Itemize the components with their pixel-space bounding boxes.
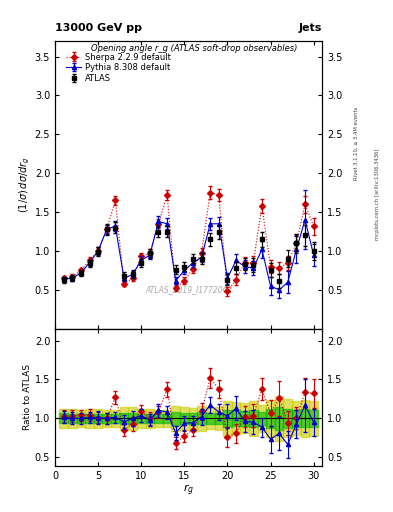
- Text: ATLAS_2019_I1772062: ATLAS_2019_I1772062: [145, 285, 232, 294]
- Text: 13000 GeV pp: 13000 GeV pp: [55, 23, 142, 33]
- Legend: Sherpa 2.2.9 default, Pythia 8.308 default, ATLAS: Sherpa 2.2.9 default, Pythia 8.308 defau…: [64, 51, 172, 84]
- Text: Rivet 3.1.10, ≥ 3.4M events: Rivet 3.1.10, ≥ 3.4M events: [354, 106, 359, 180]
- X-axis label: $r_g$: $r_g$: [183, 482, 194, 498]
- Y-axis label: Ratio to ATLAS: Ratio to ATLAS: [23, 365, 32, 431]
- Text: Jets: Jets: [299, 23, 322, 33]
- Y-axis label: $(1/\sigma)\,d\sigma/dr_g$: $(1/\sigma)\,d\sigma/dr_g$: [17, 157, 32, 214]
- Text: mcplots.cern.ch [arXiv:1306.3436]: mcplots.cern.ch [arXiv:1306.3436]: [375, 149, 380, 240]
- Text: Opening angle r_g (ATLAS soft-drop observables): Opening angle r_g (ATLAS soft-drop obser…: [91, 44, 297, 53]
